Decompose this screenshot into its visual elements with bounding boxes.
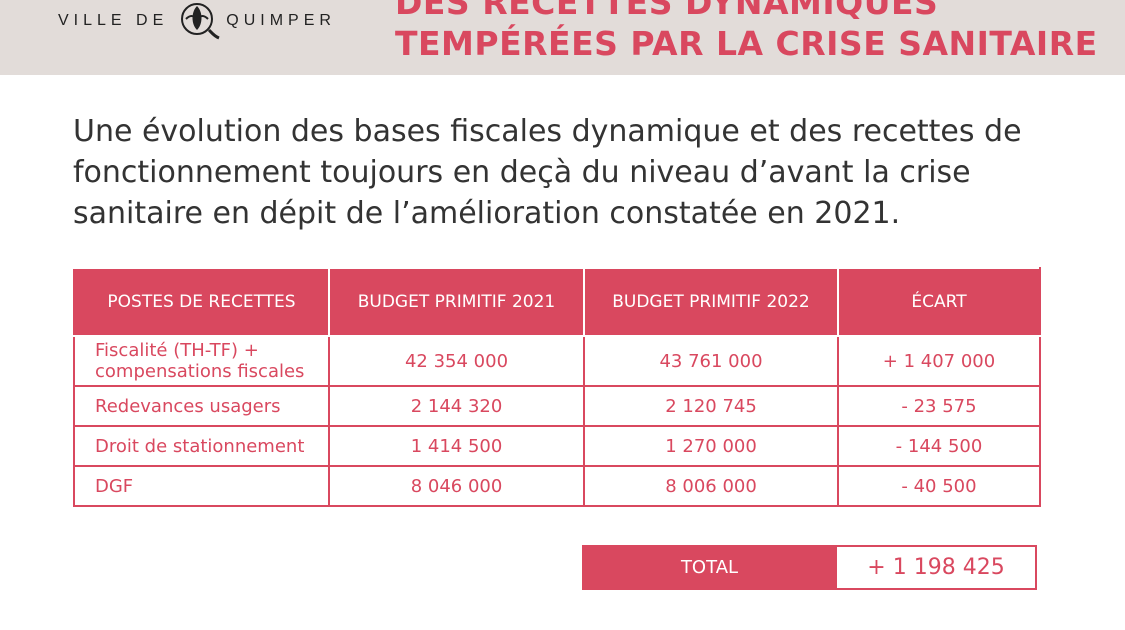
cell-bp2021: 8 046 000 <box>328 465 585 507</box>
table-row: Fiscalité (TH-TF) + compensations fiscal… <box>73 335 1041 387</box>
table-header-row: POSTES DE RECETTES BUDGET PRIMITIF 2021 … <box>73 267 1041 337</box>
cell-ecart: - 23 575 <box>837 385 1041 427</box>
cell-bp2022: 1 270 000 <box>583 425 839 467</box>
cell-bp2021: 1 414 500 <box>328 425 585 467</box>
intro-paragraph: Une évolution des bases fiscales dynamiq… <box>73 114 1022 231</box>
cell-poste: DGF <box>73 465 330 507</box>
recettes-table: POSTES DE RECETTES BUDGET PRIMITIF 2021 … <box>73 267 1041 507</box>
cell-poste: Fiscalité (TH-TF) + compensations fiscal… <box>73 335 330 387</box>
table-row: DGF 8 046 000 8 006 000 - 40 500 <box>73 465 1041 507</box>
logo: VILLE DE QUIMPER <box>58 3 336 40</box>
cell-ecart: - 40 500 <box>837 465 1041 507</box>
header-ecart: ÉCART <box>837 267 1041 337</box>
cell-bp2022: 43 761 000 <box>583 335 839 387</box>
cell-bp2022: 8 006 000 <box>583 465 839 507</box>
table-row: Droit de stationnement 1 414 500 1 270 0… <box>73 425 1041 467</box>
page-title-line2: TEMPÉRÉES PAR LA CRISE SANITAIRE <box>395 24 1098 63</box>
header-bp2022: BUDGET PRIMITIF 2022 <box>583 267 839 337</box>
city-emblem-icon <box>176 0 222 44</box>
cell-poste: Droit de stationnement <box>73 425 330 467</box>
cell-bp2022: 2 120 745 <box>583 385 839 427</box>
cell-ecart: + 1 407 000 <box>837 335 1041 387</box>
logo-text-right: QUIMPER <box>226 12 336 29</box>
total-box: TOTAL + 1 198 425 <box>582 545 1039 590</box>
cell-bp2021: 2 144 320 <box>328 385 585 427</box>
header-band: VILLE DE QUIMPER DES RECETTES DYNAMIQUES… <box>0 0 1125 75</box>
header-bp2021: BUDGET PRIMITIF 2021 <box>328 267 585 337</box>
cell-ecart: - 144 500 <box>837 425 1041 467</box>
logo-text-left: VILLE DE <box>58 12 169 29</box>
cell-poste: Redevances usagers <box>73 385 330 427</box>
page-title-line1: DES RECETTES DYNAMIQUES <box>395 0 939 22</box>
cell-bp2021: 42 354 000 <box>328 335 585 387</box>
total-value: + 1 198 425 <box>837 545 1037 590</box>
total-label: TOTAL <box>582 545 837 590</box>
table-row: Redevances usagers 2 144 320 2 120 745 -… <box>73 385 1041 427</box>
header-postes: POSTES DE RECETTES <box>73 267 330 337</box>
